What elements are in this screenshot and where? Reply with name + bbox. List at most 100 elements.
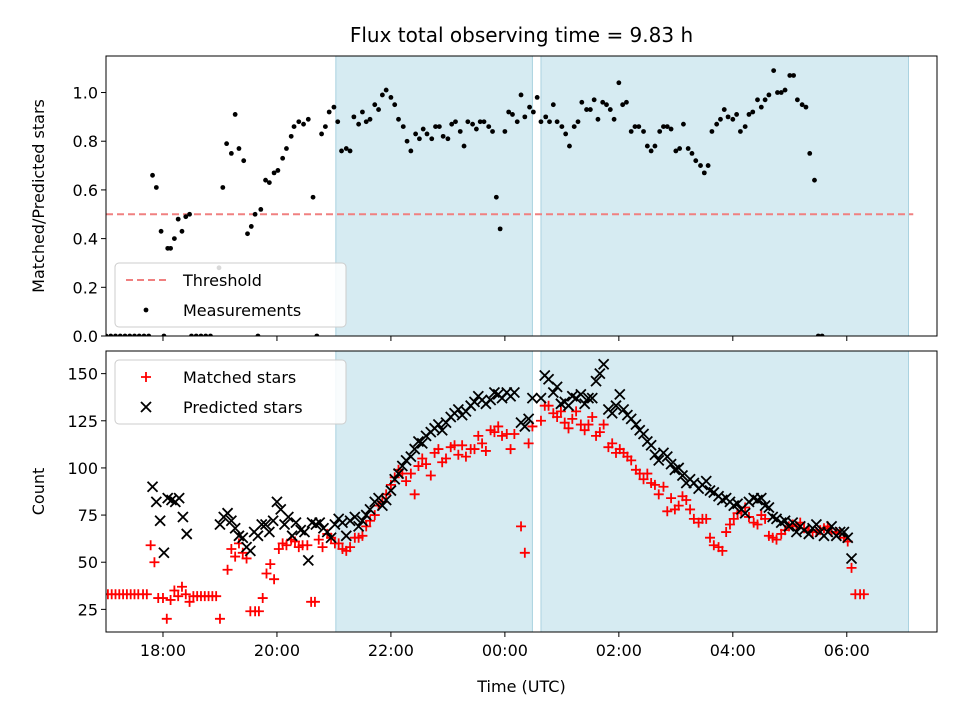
- data-point: [834, 526, 846, 538]
- data-point: [607, 107, 613, 112]
- data-point: [755, 492, 767, 504]
- data-point: [516, 521, 527, 532]
- data-point: [642, 468, 653, 479]
- data-point: [497, 430, 508, 441]
- data-point: [425, 470, 436, 481]
- data-point: [301, 121, 306, 127]
- data-point: [203, 333, 209, 336]
- data-point: [325, 532, 337, 544]
- data-point: [421, 459, 432, 470]
- data-point: [645, 439, 657, 451]
- data-point: [505, 444, 516, 455]
- data-point: [567, 413, 578, 424]
- data-point: [241, 158, 247, 164]
- data-point: [146, 333, 152, 336]
- x-tick-label: 22:00: [368, 641, 414, 660]
- data-point: [620, 102, 626, 108]
- data-point: [271, 496, 283, 508]
- data-point: [429, 136, 435, 142]
- data-point: [392, 467, 405, 480]
- y-tick-label: 0.6: [73, 181, 98, 200]
- data-point: [157, 593, 168, 604]
- data-point: [705, 532, 716, 543]
- data-point: [361, 521, 372, 532]
- data-point: [810, 518, 823, 531]
- data-point: [259, 518, 272, 531]
- data-point: [803, 528, 815, 540]
- data-point: [701, 170, 707, 176]
- data-point: [345, 542, 356, 553]
- data-point: [108, 333, 114, 336]
- data-point: [673, 500, 684, 511]
- y-tick-label: 100: [67, 459, 98, 478]
- series-predicted-stars: [146, 358, 858, 566]
- y-tick-label: 125: [67, 412, 98, 431]
- data-point: [433, 124, 438, 130]
- data-point: [493, 194, 499, 200]
- data-point: [514, 119, 520, 125]
- x-tick-label: 02:00: [596, 641, 642, 660]
- data-point: [782, 87, 788, 93]
- data-point: [302, 540, 313, 551]
- y-tick-label: 0.0: [73, 327, 98, 346]
- data-point: [154, 515, 166, 527]
- data-point: [150, 496, 162, 508]
- data-point: [551, 381, 563, 393]
- data-point: [127, 333, 133, 336]
- data-point: [356, 515, 369, 527]
- data-point: [762, 97, 768, 103]
- data-point: [298, 526, 311, 538]
- data-point: [453, 119, 458, 125]
- data-point: [179, 228, 185, 234]
- data-point: [822, 526, 834, 538]
- axes-frame: [105, 350, 938, 633]
- data-point: [376, 500, 389, 512]
- observing-interval-shade: [540, 350, 910, 633]
- data-point: [579, 99, 585, 105]
- data-point: [648, 148, 654, 154]
- data-point: [367, 116, 373, 122]
- data-point: [117, 333, 123, 336]
- x-tick-label: 20:00: [254, 641, 300, 660]
- data-point: [141, 589, 152, 600]
- data-point: [248, 224, 254, 229]
- data-point: [385, 484, 397, 497]
- data-point: [661, 450, 673, 463]
- data-point: [313, 534, 324, 545]
- data-point: [523, 438, 534, 449]
- data-point: [473, 126, 479, 132]
- data-point: [322, 124, 328, 130]
- data-point: [614, 388, 626, 401]
- data-point: [604, 102, 609, 108]
- data-point: [278, 518, 291, 531]
- y-tick-label: 25: [78, 600, 98, 619]
- data-point: [357, 530, 368, 541]
- data-point: [534, 94, 540, 100]
- y-tick-label: 150: [67, 365, 98, 384]
- legend-label: Predicted stars: [183, 398, 303, 417]
- data-point: [211, 591, 222, 602]
- data-point: [812, 177, 817, 183]
- observing-interval-shade: [540, 55, 910, 337]
- data-point: [616, 80, 622, 86]
- data-point: [269, 574, 280, 585]
- y-tick-label: 0.4: [73, 230, 98, 249]
- data-point: [746, 112, 752, 117]
- x-axis-label: Time (UTC): [476, 677, 565, 696]
- data-point: [244, 545, 256, 557]
- data-point: [725, 114, 731, 120]
- data-point: [791, 73, 796, 78]
- legend-label: Matched stars: [183, 368, 296, 387]
- data-point: [449, 121, 455, 127]
- data-point: [653, 454, 665, 467]
- data-point: [607, 438, 618, 449]
- data-point: [582, 392, 595, 404]
- data-point: [457, 440, 468, 451]
- data-point: [758, 104, 764, 110]
- series-measurements: [106, 68, 825, 336]
- data-point: [586, 392, 598, 404]
- data-point: [275, 168, 281, 173]
- data-point: [510, 112, 515, 117]
- data-point: [547, 386, 559, 399]
- data-point: [383, 87, 389, 93]
